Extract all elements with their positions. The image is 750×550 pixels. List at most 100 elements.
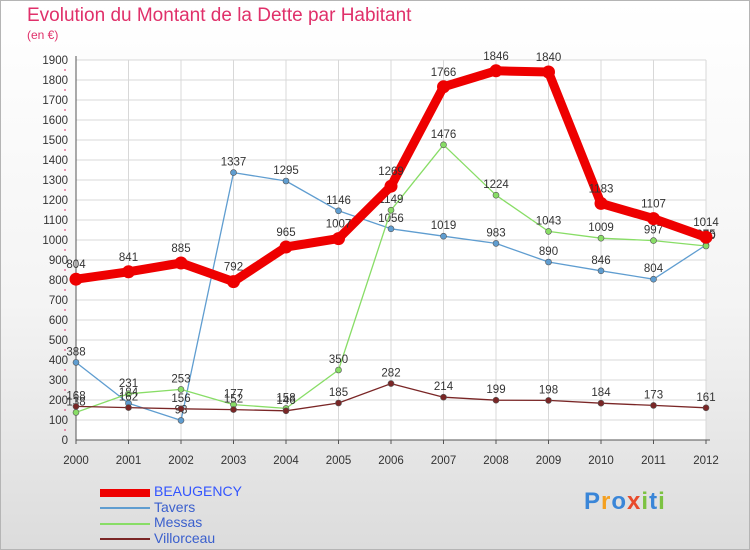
data-label: 1009	[588, 222, 614, 234]
data-label: 997	[644, 225, 663, 237]
legend-label: Messas	[154, 514, 203, 530]
data-label: 282	[381, 368, 400, 380]
data-label: 388	[66, 346, 85, 358]
data-point	[440, 141, 447, 149]
y-tick-label: 300	[49, 375, 68, 387]
data-label: 1183	[589, 183, 614, 195]
data-point	[177, 386, 185, 393]
data-label: 1269	[378, 166, 404, 178]
series-villorceau: 168 162 156 152 146 185 282 214 199 198 184 173 161	[66, 368, 716, 415]
y-tick-label: 1600	[42, 115, 68, 127]
data-label: 158	[276, 392, 295, 404]
data-point	[72, 359, 80, 366]
data-label: 1224	[483, 179, 509, 191]
data-point	[702, 404, 710, 412]
y-tick-label: 1200	[42, 195, 68, 207]
data-label: 138	[66, 396, 85, 408]
data-label: 841	[119, 252, 138, 264]
data-label: 792	[224, 262, 243, 274]
data-label: 885	[171, 243, 190, 255]
data-point	[279, 240, 293, 254]
x-tick-label: 2005	[326, 455, 352, 467]
grid	[75, 59, 707, 441]
data-label: 253	[171, 373, 190, 385]
data-point	[72, 409, 80, 416]
data-label: 177	[224, 389, 243, 401]
data-point	[699, 230, 713, 244]
data-label: 804	[66, 259, 86, 271]
data-point	[69, 272, 83, 286]
y-tick-label: 0	[62, 435, 68, 447]
data-label: 146	[276, 395, 295, 407]
data-label: 1014	[693, 217, 719, 229]
data-point	[174, 256, 188, 270]
data-point	[492, 191, 500, 199]
data-label: 1476	[431, 129, 457, 141]
data-point	[597, 399, 605, 407]
data-point	[440, 232, 447, 240]
data-point	[437, 80, 450, 94]
data-point	[335, 207, 342, 215]
y-tick-label: 200	[49, 395, 68, 407]
x-tick-label: 2007	[431, 455, 457, 467]
y-tick-label: 1300	[42, 175, 68, 187]
data-label: 1056	[378, 213, 404, 225]
data-label: 199	[486, 384, 505, 396]
y-tick-label: 1000	[42, 235, 68, 247]
data-point	[230, 169, 237, 176]
data-label: 162	[119, 392, 138, 404]
y-tick-label: 700	[49, 295, 68, 307]
x-tick-label: 2002	[168, 455, 194, 467]
data-point	[122, 265, 135, 279]
legend-swatch	[100, 488, 150, 497]
data-label: 161	[696, 392, 715, 404]
y-tick-label: 1400	[42, 155, 68, 167]
data-point	[650, 237, 657, 244]
data-point	[489, 64, 503, 78]
data-label: 350	[329, 354, 348, 366]
data-point	[335, 399, 342, 407]
legend-swatch	[100, 507, 150, 510]
data-label: 890	[539, 246, 558, 258]
data-point	[387, 225, 395, 233]
y-tick-label: 1800	[42, 75, 68, 87]
y-tick-label: 1100	[43, 215, 68, 227]
data-label: 231	[119, 378, 138, 390]
data-point	[545, 397, 552, 404]
x-tick-label: 2009	[536, 455, 562, 467]
data-point	[72, 403, 80, 410]
data-point	[282, 407, 290, 415]
y-tick-label: 500	[49, 335, 68, 347]
x-tick-label: 2000	[63, 455, 89, 467]
data-label: 152	[224, 394, 243, 406]
x-tick-label: 2003	[221, 455, 247, 467]
data-point	[647, 212, 660, 226]
data-label: 983	[486, 227, 505, 239]
data-point	[594, 196, 608, 210]
x-tick-label: 2008	[483, 455, 509, 467]
y-tick-label: 900	[49, 255, 68, 267]
data-label: 1019	[431, 220, 457, 232]
data-point	[227, 275, 240, 289]
data-label: 1840	[536, 52, 562, 64]
data-point	[332, 232, 345, 246]
legend-label: BEAUGENCY	[154, 483, 242, 499]
data-point	[492, 396, 500, 404]
data-label: 846	[591, 255, 610, 267]
x-tick-label: 2006	[378, 455, 404, 467]
x-tick-label: 2011	[641, 455, 666, 467]
data-point	[650, 402, 657, 409]
data-point	[542, 65, 555, 79]
data-label: 184	[591, 387, 611, 399]
y-tick-label: 400	[49, 355, 68, 367]
x-tick-label: 2012	[693, 455, 719, 467]
legend-swatch	[100, 538, 150, 541]
data-label: 1337	[221, 157, 247, 169]
data-label: 1146	[326, 195, 351, 207]
data-label: 173	[644, 389, 663, 401]
data-label: 1107	[641, 199, 666, 211]
data-point	[125, 404, 132, 411]
data-point	[440, 393, 447, 401]
